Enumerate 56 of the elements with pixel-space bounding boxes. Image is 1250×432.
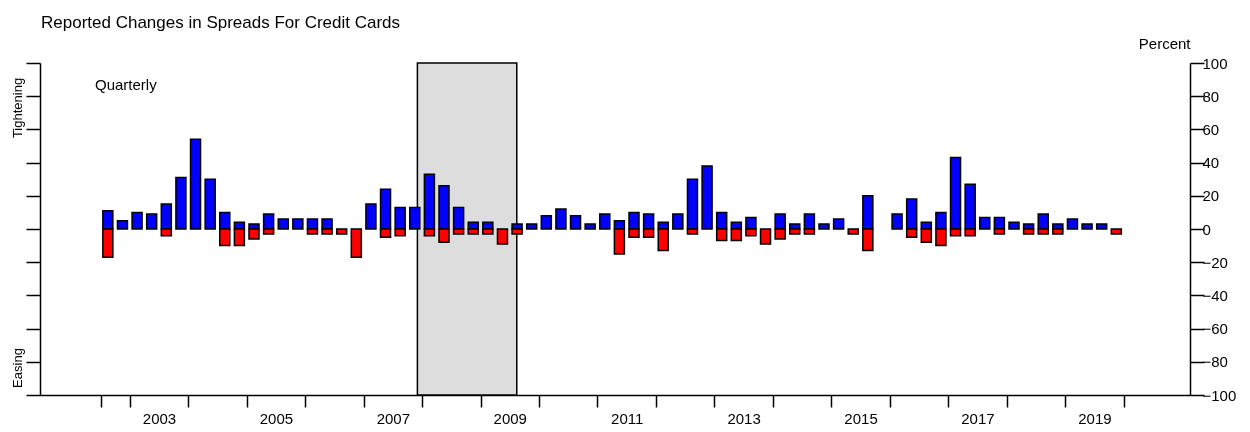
bar — [365, 203, 377, 230]
chart-title: Reported Changes in Spreads For Credit Cards — [41, 13, 401, 32]
bar — [1066, 218, 1079, 230]
bar — [1081, 223, 1093, 230]
bar — [555, 208, 567, 230]
bar — [569, 214, 582, 230]
bar — [701, 165, 713, 230]
bar — [175, 176, 187, 230]
y-tick-label: 20 — [1202, 187, 1220, 205]
x-tick-label: 2017 — [961, 409, 995, 427]
y-tick-label: −60 — [1202, 320, 1228, 338]
y-tick-label: −100 — [1202, 386, 1237, 404]
x-tick-label: 2019 — [1078, 409, 1112, 427]
bar — [277, 218, 289, 230]
y-tick-label: 80 — [1202, 87, 1220, 105]
bar — [496, 228, 509, 245]
bar — [672, 213, 684, 230]
x-tick-label: 2003 — [142, 409, 177, 427]
bar — [525, 223, 538, 230]
bar — [145, 213, 158, 230]
annotation: Quarterly — [95, 76, 158, 93]
bar — [832, 218, 845, 230]
bar — [350, 228, 363, 258]
bar — [759, 228, 772, 245]
x-tick-label: 2015 — [844, 409, 878, 427]
y-tick-label: 100 — [1202, 54, 1228, 72]
bar — [335, 228, 348, 235]
x-tick-label: 2009 — [493, 409, 527, 427]
x-tick-label: 2005 — [259, 409, 294, 427]
bar — [189, 138, 202, 230]
bar — [292, 218, 304, 230]
bar — [979, 216, 991, 230]
y-tick-label: −40 — [1202, 286, 1228, 304]
bar — [891, 213, 903, 230]
bar — [131, 211, 143, 230]
x-tick-label: 2011 — [611, 409, 644, 427]
bar — [1008, 221, 1020, 230]
bar — [1110, 228, 1123, 235]
y-tick-label: 60 — [1202, 120, 1220, 138]
x-tick-label: 2007 — [376, 409, 411, 427]
x-tick-label: 2013 — [727, 409, 761, 427]
bar — [818, 223, 830, 230]
y-tick-label: −20 — [1202, 253, 1228, 271]
y-axis-title: Percent — [1138, 34, 1192, 52]
bar — [204, 178, 216, 230]
bar — [584, 223, 596, 230]
y-tick-label: 0 — [1202, 220, 1211, 238]
text: Tightening — [10, 77, 25, 139]
y-tick-label: −80 — [1202, 353, 1228, 371]
text: Easing — [10, 348, 25, 388]
bar — [540, 214, 553, 230]
y-tick-label: 40 — [1202, 154, 1220, 172]
bar — [116, 219, 129, 230]
bar — [847, 228, 859, 235]
bar — [1095, 223, 1108, 230]
bar — [599, 213, 611, 230]
